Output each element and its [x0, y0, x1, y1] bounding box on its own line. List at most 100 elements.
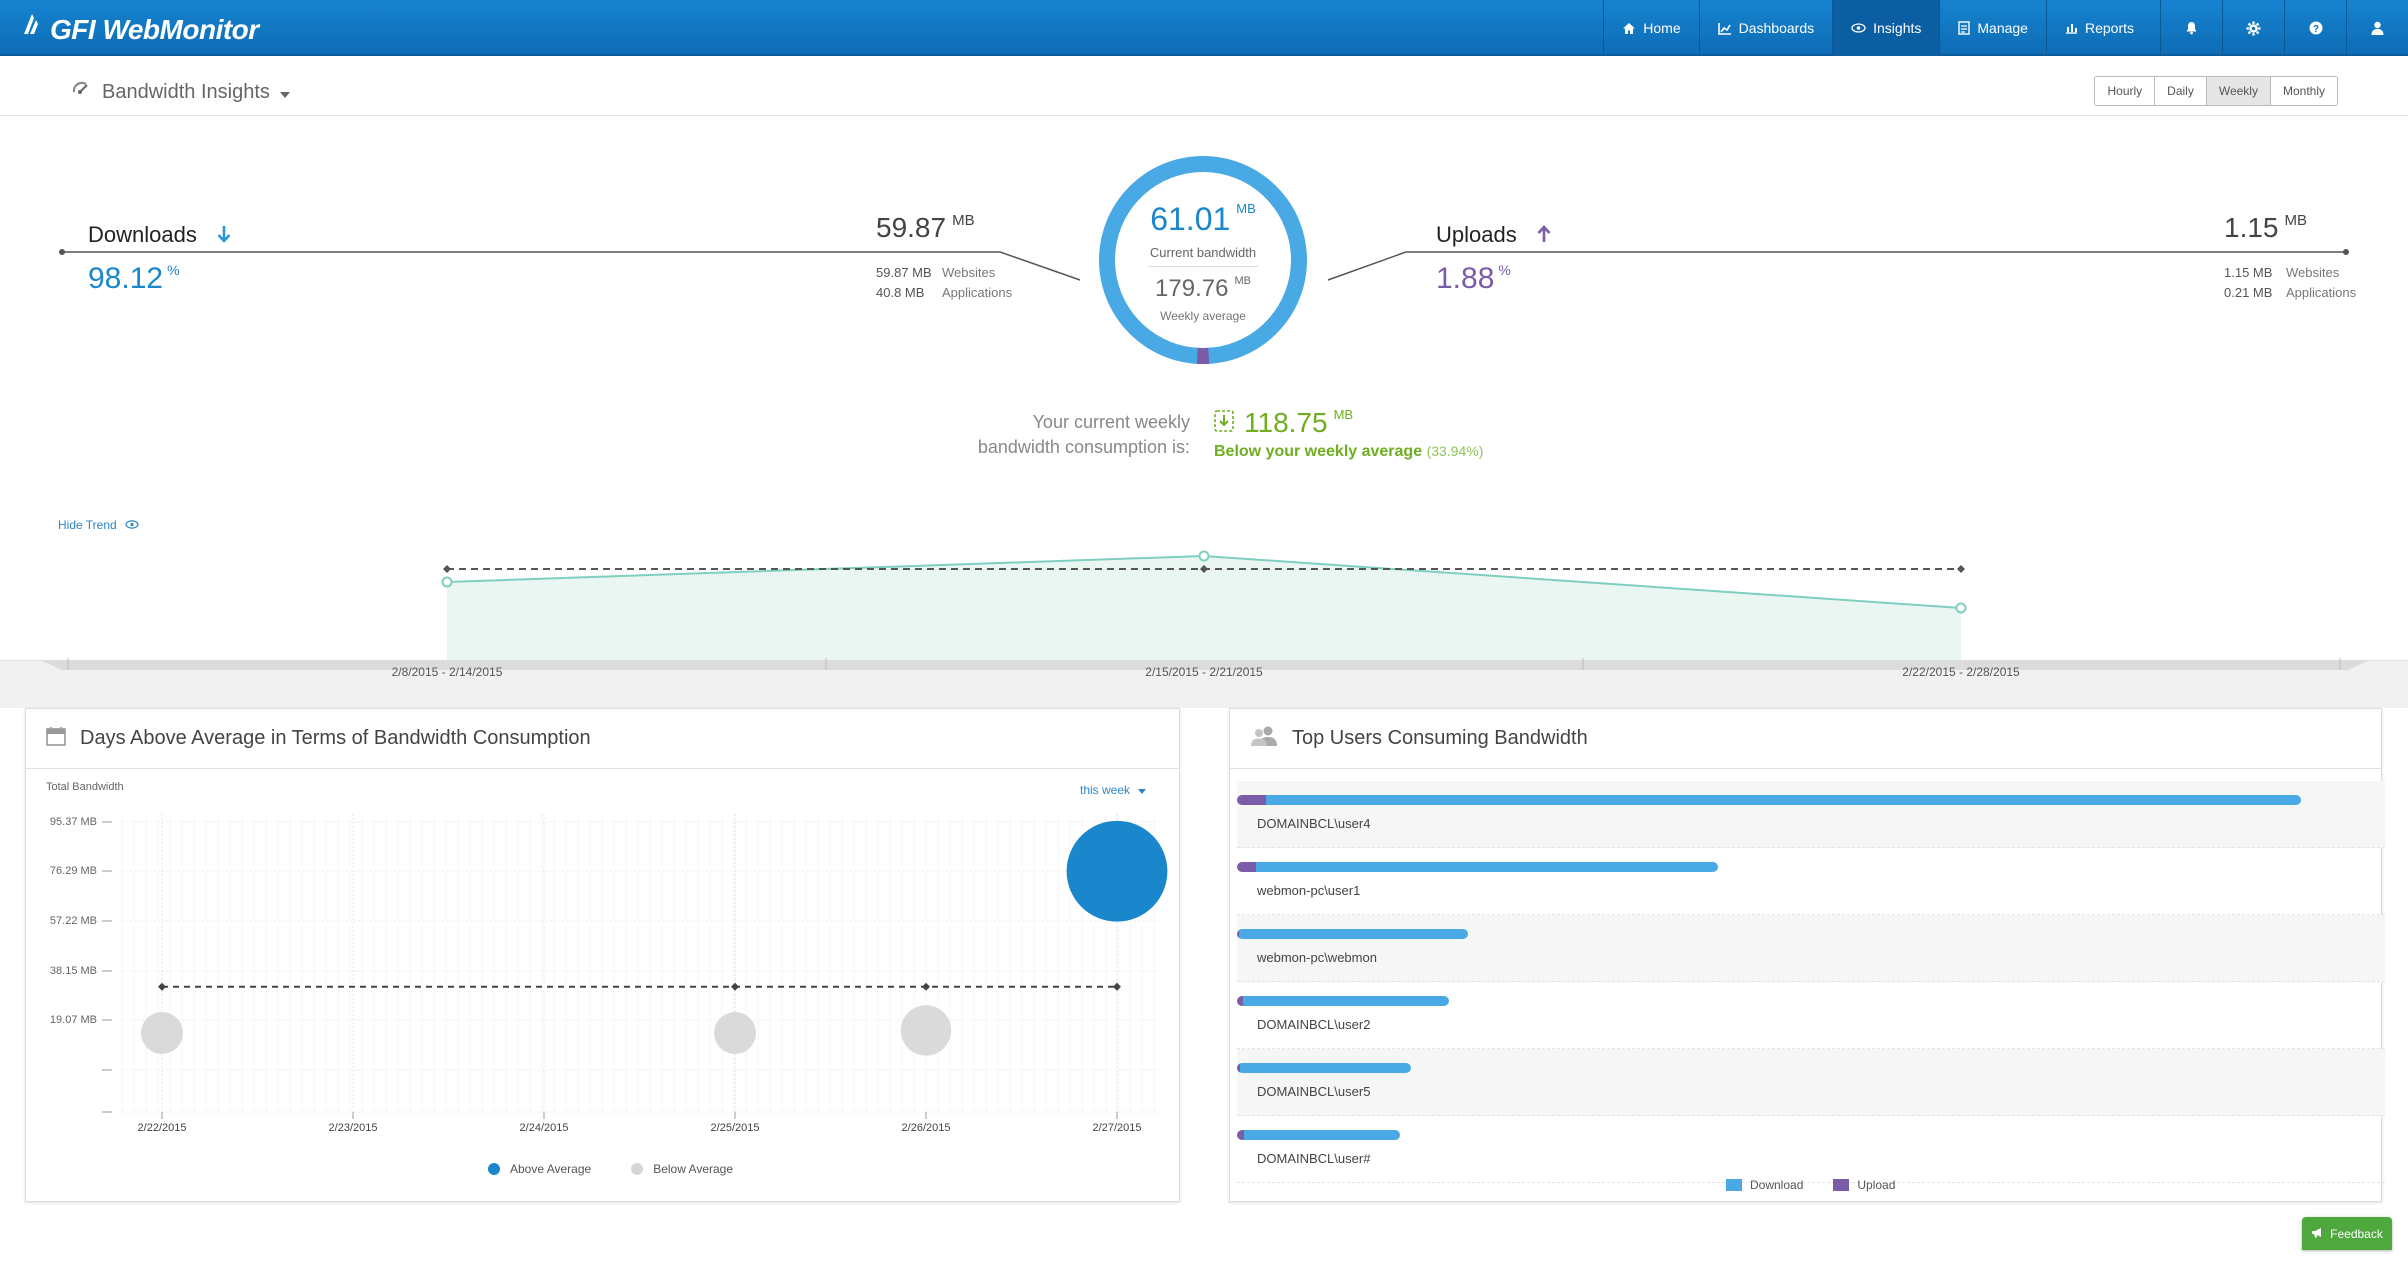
uploads-total-value: 1.15	[2224, 212, 2279, 243]
user-row[interactable]: webmon-pc\webmon	[1237, 915, 2385, 982]
current-bandwidth: 61.01 MB	[1096, 201, 1310, 238]
caret-down-icon	[1138, 783, 1147, 797]
downloads-percent-unit: %	[167, 262, 180, 278]
user-upload-segment	[1237, 1130, 1244, 1140]
legend-upload-swatch	[1833, 1179, 1850, 1191]
nav-insights[interactable]: Insights	[1832, 0, 1940, 56]
brand-name: GFI WebMonitor	[50, 14, 259, 45]
user-row[interactable]: DOMAINBCL\user#	[1237, 1116, 2385, 1183]
bubble-below-average[interactable]	[141, 1011, 183, 1054]
user-bandwidth-bar[interactable]	[1237, 1063, 1411, 1073]
period-monthly-button[interactable]: Monthly	[2270, 77, 2337, 105]
user-download-segment	[1240, 1063, 1411, 1073]
user-name: DOMAINBCL\user4	[1257, 816, 1371, 831]
trend-week-label: 2/15/2015 - 2/21/2015	[1145, 665, 1263, 679]
downloads-label-text: Downloads	[88, 222, 197, 247]
user-button[interactable]	[2346, 0, 2408, 56]
period-daily-button[interactable]: Daily	[2155, 77, 2207, 105]
current-bandwidth-unit: MB	[1236, 201, 1256, 216]
period-weekly-button[interactable]: Weekly	[2206, 77, 2271, 105]
user-bandwidth-bar[interactable]	[1237, 862, 1718, 872]
user-download-segment	[1239, 929, 1468, 939]
caret-down-icon	[279, 81, 290, 104]
user-row[interactable]: DOMAINBCL\user4	[1237, 781, 2385, 848]
trend-point[interactable]	[1198, 550, 1210, 562]
nav-reports[interactable]: Reports	[2045, 0, 2160, 56]
user-download-segment	[1243, 1130, 1400, 1140]
y-tick-label: 76.29 MB	[49, 865, 97, 877]
bubble-above-average[interactable]	[1066, 820, 1168, 922]
period-selector: Hourly Daily Weekly Monthly	[2094, 76, 2338, 106]
x-tick-label: 2/26/2015	[901, 1122, 951, 1134]
weekly-average-value: 179.76	[1155, 275, 1229, 302]
y-tick-label: 19.07 MB	[49, 1014, 97, 1026]
downloads-websites-label: Websites	[942, 265, 996, 280]
legend-upload[interactable]: Upload	[1833, 1178, 1895, 1192]
trend-week-label: 2/8/2015 - 2/14/2015	[391, 665, 503, 679]
user-bandwidth-bar[interactable]	[1237, 795, 2301, 805]
user-bandwidth-bar[interactable]	[1237, 1130, 1400, 1140]
user-name: webmon-pc\user1	[1257, 883, 1361, 898]
uploads-total-unit: MB	[2284, 212, 2308, 229]
downloads-percent-value: 98.12	[88, 262, 164, 295]
bell-icon	[2185, 21, 2198, 35]
consumption-unit: MB	[1333, 407, 1354, 422]
consumption-status-percent: (33.94%)	[1426, 443, 1484, 459]
bandwidth-gauge-icon	[72, 80, 92, 104]
hide-trend-label: Hide Trend	[58, 518, 117, 532]
settings-button[interactable]	[2222, 0, 2284, 56]
nav-home[interactable]: Home	[1603, 0, 1698, 56]
upload-arrow-icon	[1537, 223, 1551, 249]
download-arrow-icon	[217, 223, 231, 249]
legend-download[interactable]: Download	[1726, 1178, 1803, 1192]
uploads-apps-label: Applications	[2286, 285, 2357, 300]
weekly-average-unit: MB	[1234, 275, 1251, 287]
help-button[interactable]: ?	[2284, 0, 2346, 56]
calendar-icon	[46, 726, 66, 752]
hide-trend-toggle[interactable]: Hide Trend	[58, 518, 139, 532]
nav-dashboards[interactable]: Dashboards	[1698, 0, 1833, 56]
consumption-value-row: 118.75 MB	[1214, 407, 1353, 439]
days-above-average-panel: Days Above Average in Terms of Bandwidth…	[25, 708, 1180, 1202]
trend-point[interactable]	[441, 576, 453, 588]
user-name: DOMAINBCL\user#	[1257, 1151, 1371, 1166]
consumption-value: 118.75	[1244, 407, 1328, 438]
user-bandwidth-bar[interactable]	[1237, 929, 1468, 939]
user-download-segment	[1265, 795, 2301, 805]
downloads-total-value: 59.87	[876, 212, 947, 243]
nav-reports-label: Reports	[2084, 20, 2134, 36]
user-row[interactable]: DOMAINBCL\user2	[1237, 982, 2385, 1049]
downloads-apps-value: 40.8 MB	[876, 285, 925, 300]
trend-point[interactable]	[1955, 602, 1967, 614]
legend-download-swatch	[1726, 1179, 1742, 1191]
notifications-button[interactable]	[2160, 0, 2222, 56]
days-filter-dropdown[interactable]: this week	[1080, 783, 1147, 797]
average-marker	[731, 982, 739, 991]
top-nav-bar: GFI WebMonitor Home Dashboards Insights …	[0, 0, 2408, 56]
downloads-label: Downloads	[88, 222, 231, 249]
dashboard-icon	[1717, 22, 1732, 35]
y-tick-label: 38.15 MB	[49, 965, 97, 977]
eye-icon	[1851, 23, 1866, 33]
downloads-websites-value: 59.87 MB	[876, 265, 932, 280]
user-bandwidth-bar[interactable]	[1237, 996, 1449, 1006]
bubble-below-average[interactable]	[714, 1011, 756, 1054]
sub-header: Bandwidth Insights Hourly Daily Weekly M…	[0, 58, 2408, 116]
page-title-dropdown[interactable]: Bandwidth Insights	[72, 80, 290, 104]
consumption-status: Your current weekly bandwidth consumptio…	[960, 407, 1484, 470]
weekly-average-label: Weekly average	[1160, 309, 1246, 323]
user-row[interactable]: DOMAINBCL\user5	[1237, 1049, 2385, 1116]
uploads-websites-label: Websites	[2286, 265, 2340, 280]
trend-chart	[40, 550, 2370, 670]
legend-below-average[interactable]: Below Average	[631, 1162, 733, 1176]
uploads-percent-unit: %	[1498, 262, 1511, 278]
legend-above-average[interactable]: Above Average	[488, 1162, 591, 1176]
user-download-segment	[1256, 862, 1718, 872]
trend-average-marker	[443, 565, 451, 573]
user-row[interactable]: webmon-pc\user1	[1237, 848, 2385, 915]
period-hourly-button[interactable]: Hourly	[2095, 77, 2156, 105]
bubble-below-average[interactable]	[900, 1005, 952, 1056]
feedback-button[interactable]: Feedback	[2302, 1217, 2392, 1250]
legend-below-swatch	[631, 1163, 644, 1175]
nav-manage[interactable]: Manage	[1939, 0, 2046, 56]
